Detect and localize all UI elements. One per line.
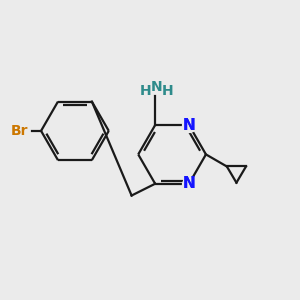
Text: N: N xyxy=(183,118,195,133)
Text: N: N xyxy=(183,176,195,191)
Text: N: N xyxy=(151,80,163,94)
Text: Br: Br xyxy=(10,124,28,138)
Text: H: H xyxy=(162,84,173,98)
Text: N: N xyxy=(183,176,195,191)
Text: H: H xyxy=(140,84,152,98)
Text: N: N xyxy=(183,118,195,133)
